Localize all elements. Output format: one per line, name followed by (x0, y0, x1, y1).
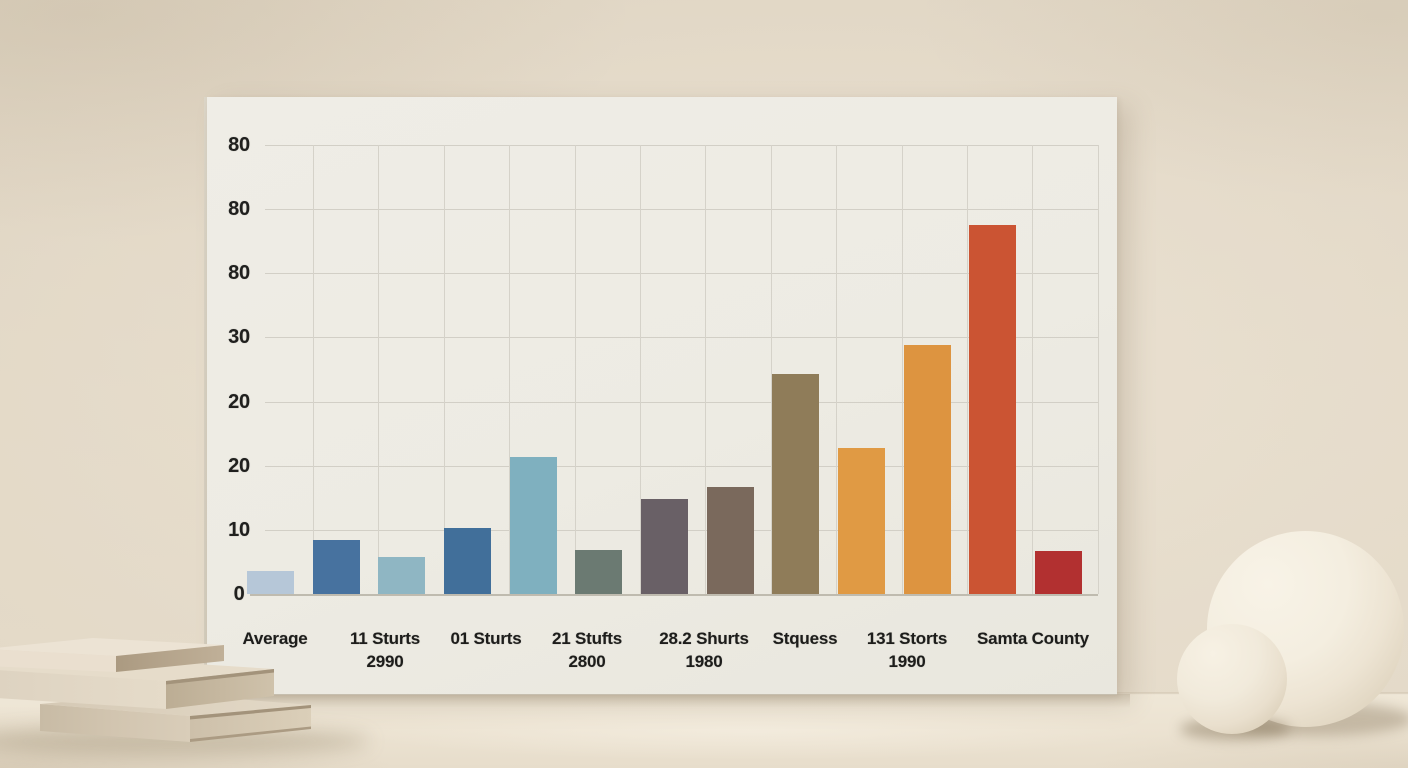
chart-bar (641, 499, 688, 594)
gridline-vertical (313, 145, 314, 594)
chart-bar (706, 487, 754, 594)
bottom-book-front-face (40, 704, 190, 742)
x-axis-tick-label-line1: 131 Storts (866, 629, 948, 648)
x-axis-tick-label-line2: 1980 (685, 652, 723, 671)
gridline-horizontal (265, 401, 1098, 403)
top-book-top-face (0, 638, 224, 656)
gridline-vertical (1032, 145, 1034, 594)
book-stack (0, 638, 311, 742)
y-axis-tick-label: 0 (233, 583, 245, 605)
gridline-horizontal (265, 145, 1098, 146)
gridline-vertical (640, 145, 641, 594)
top-book-front-face (0, 649, 116, 672)
gridline-vertical (574, 145, 576, 594)
top-book-spine-face (116, 645, 224, 672)
x-axis-tick-label: 28.2 Shurts 1980 (554, 627, 854, 673)
chart-bar (378, 556, 426, 594)
bottom-book-cover-lip-top (190, 705, 311, 720)
x-axis-line (250, 594, 1098, 596)
y-axis-tick-label: 80 (228, 198, 250, 221)
x-axis-tick-label-line1: 28.2 Shurts (659, 629, 749, 648)
x-axis-tick-label: 21 Stufts 2800 (437, 627, 737, 673)
x-axis-tick-label-line1: 21 Stufts (552, 629, 622, 648)
y-axis-tick-label: 30 (228, 326, 250, 349)
chart-bar (838, 447, 885, 594)
x-axis-tick-label-line1: 11 Sturts (349, 629, 420, 648)
gridline-vertical (1097, 145, 1099, 594)
gridline-horizontal (265, 273, 1098, 275)
chart-bar (509, 456, 557, 594)
gridline-horizontal (265, 465, 1098, 467)
gridline-vertical (443, 145, 445, 594)
board-left-edge (204, 97, 207, 694)
chart-bar (312, 540, 360, 594)
x-axis-tick-label: Samta County (883, 627, 1183, 650)
board-floor-shadow (200, 694, 1130, 708)
chart-bar (575, 549, 623, 594)
middle-book-cover-lip-top (166, 669, 274, 685)
x-axis-tick-label: 11 Sturts 2990 (235, 627, 535, 673)
gridline-vertical (967, 145, 968, 594)
x-axis-tick-label-line1: Average (242, 629, 308, 648)
gridline-horizontal (265, 209, 1098, 211)
x-axis-tick-label-line1: 01 Sturts (450, 629, 522, 648)
gridline-vertical (378, 145, 380, 594)
y-axis-tick-label: 10 (228, 518, 250, 541)
y-axis-tick-label: 20 (228, 390, 250, 413)
x-axis-tick-label-line2: 1990 (888, 652, 926, 671)
chart-bar (969, 224, 1017, 594)
gridline-vertical (509, 145, 511, 594)
y-axis-tick-label: 80 (228, 262, 250, 285)
x-axis-tick-label-line2: 2990 (366, 652, 404, 671)
middle-book-front-face (0, 670, 166, 709)
x-axis-tick-label-line1: Samta County (977, 629, 1089, 648)
x-axis-tick-label: Stquess (655, 627, 955, 650)
chart-bar (903, 345, 951, 594)
x-axis-tick-label: 01 Sturts (336, 627, 636, 650)
x-axis-tick-label-line1: Stquess (772, 629, 838, 648)
x-axis-tick-label: 131 Storts 1990 (757, 627, 1057, 673)
chart-bar (1035, 551, 1082, 594)
gridline-vertical (770, 145, 772, 594)
gridline-horizontal (265, 337, 1098, 339)
chart-bar (444, 528, 491, 594)
small-sphere (1177, 624, 1287, 734)
bottom-book-cover-lip-bottom (190, 726, 311, 742)
y-axis-tick-label: 80 (228, 134, 250, 156)
chart-bar (247, 570, 294, 594)
gridline-vertical (705, 145, 707, 594)
x-axis-tick-label-line2: 2800 (568, 652, 606, 671)
chart-bar (772, 374, 820, 594)
y-axis-tick-label: 20 (228, 454, 250, 477)
floor-glow (350, 700, 1150, 760)
x-axis-tick-label: Average (125, 627, 425, 650)
gridline-vertical (836, 145, 838, 594)
gridline-vertical (901, 145, 903, 594)
